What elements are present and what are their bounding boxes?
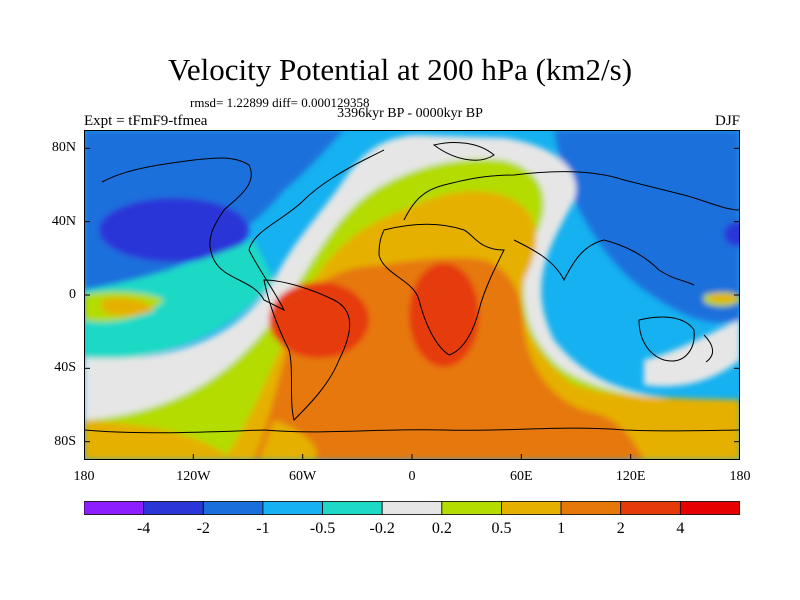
new-zealand-coast	[703, 334, 713, 363]
lon-tick-label: 120W	[176, 469, 211, 484]
colorbar-box	[620, 501, 681, 515]
coastline-layer	[84, 141, 740, 434]
south-america-coast	[263, 279, 351, 421]
lon-tick-label: 180	[73, 469, 95, 484]
africa-coast	[378, 223, 505, 356]
lat-tick-label: 40S	[54, 360, 76, 376]
colorbar	[84, 501, 740, 515]
velocity-potential-map	[84, 130, 740, 460]
colorbar-label: 2	[616, 520, 625, 537]
lon-tick-label: 180	[729, 469, 751, 484]
australia-coast	[638, 316, 695, 362]
season-label: DJF	[714, 113, 740, 129]
colorbar-box	[202, 501, 264, 515]
period-label: 3396kyr BP - 0000kyr BP	[337, 106, 483, 121]
lat-tick-label: 80S	[54, 433, 76, 449]
axis-ticks	[84, 147, 740, 460]
colorbar-box	[501, 501, 562, 515]
colorbar-label: 0.5	[491, 520, 512, 537]
contour-fill-layer	[84, 130, 740, 460]
colorbar-label: 4	[676, 520, 685, 537]
colorbar-label: -1	[256, 520, 270, 537]
colorbar-box	[560, 501, 622, 515]
lon-tick-label: 0	[408, 469, 416, 484]
colorbar-box	[441, 501, 502, 515]
lat-tick-label: 80N	[51, 140, 76, 156]
map-title: Velocity Potential at 200 hPa (km2/s)	[167, 52, 633, 87]
colorbar-label: -2	[196, 520, 210, 537]
antarctica-coast	[84, 427, 740, 434]
colorbar-box	[322, 501, 383, 515]
lon-tick-label: 120E	[615, 469, 646, 484]
greenland-coast	[432, 141, 495, 161]
lat-tick-label: 40N	[51, 213, 76, 229]
colorbar-box	[84, 501, 145, 515]
rmsd-diff-stats: rmsd= 1.22899 diff= 0.000129358	[190, 95, 370, 110]
lat-tick-label: 0	[69, 287, 76, 302]
colorbar-box	[262, 501, 323, 515]
colorbar-label: -0.2	[369, 520, 395, 537]
colorbar-label: -0.5	[309, 520, 336, 537]
asia-south-coast	[513, 239, 695, 286]
north-america-coast	[101, 149, 385, 312]
experiment-label: Expt = tFmF9-tfmea	[84, 113, 208, 129]
colorbar-box	[143, 501, 204, 515]
colorbar-box	[679, 501, 740, 515]
lon-tick-label: 60E	[510, 469, 533, 484]
colorbar-label: 1	[557, 520, 566, 537]
lon-tick-label: 60W	[289, 469, 317, 484]
colorbar-label: -4	[136, 520, 151, 537]
colorbar-box	[381, 501, 443, 515]
eurasia-north-coast	[403, 171, 740, 221]
colorbar-label: 0.2	[431, 520, 452, 537]
